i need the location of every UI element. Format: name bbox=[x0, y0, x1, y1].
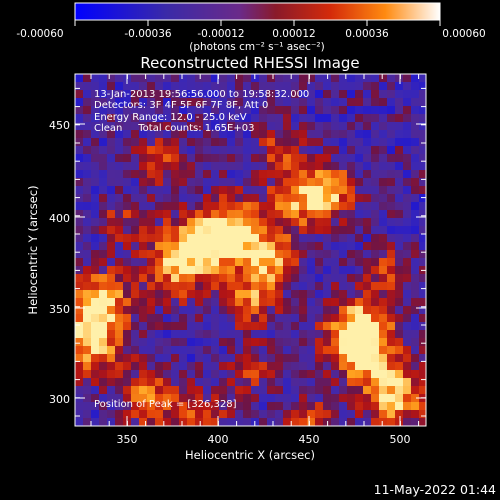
image-title: Reconstructed RHESSI Image bbox=[140, 54, 359, 72]
colorbar-tick-label: -0.00060 bbox=[16, 28, 63, 40]
colorbar-tick-label: 0.00012 bbox=[272, 28, 315, 40]
timestamp: 11-May-2022 01:44 bbox=[374, 482, 496, 497]
colorbar-ticks bbox=[74, 20, 441, 26]
plot-frame bbox=[74, 73, 427, 427]
x-tick-label: 500 bbox=[390, 433, 411, 446]
colorbar-tick-label: 0.00060 bbox=[442, 28, 485, 40]
info-line-time: 13-Jan-2013 19:56:56.000 to 19:58:32.000 bbox=[94, 89, 309, 100]
y-tick-label: 350 bbox=[49, 303, 70, 316]
x-tick-label: 350 bbox=[117, 433, 138, 446]
y-axis-label: Heliocentric Y (arcsec) bbox=[26, 185, 40, 314]
colorbar-tick-label: 0.00036 bbox=[345, 28, 389, 40]
reconstructed-image bbox=[75, 74, 426, 426]
info-line-energy: Energy Range: 12.0 - 25.0 keV bbox=[94, 112, 247, 123]
info-line-counts: Clean Total counts: 1.65E+03 bbox=[94, 123, 254, 134]
colorbar-tick-label: -0.00012 bbox=[197, 28, 244, 40]
x-tick-label: 400 bbox=[208, 433, 229, 446]
y-axis bbox=[75, 87, 426, 417]
x-axis bbox=[90, 74, 420, 426]
colorbar bbox=[74, 2, 441, 21]
y-tick-label: 450 bbox=[49, 119, 70, 132]
y-tick-label: 300 bbox=[49, 393, 70, 406]
info-line-detectors: Detectors: 3F 4F 5F 6F 7F 8F, Att 0 bbox=[94, 100, 268, 111]
x-axis-label: Heliocentric X (arcsec) bbox=[185, 448, 315, 462]
x-tick-label: 450 bbox=[299, 433, 320, 446]
peak-position: Position of Peak = [326,328] bbox=[94, 399, 237, 410]
colorbar-units: (photons cm⁻² s⁻¹ asec⁻²) bbox=[189, 41, 324, 53]
y-tick-label: 400 bbox=[49, 212, 70, 225]
colorbar-tick-label: -0.00036 bbox=[124, 28, 172, 40]
